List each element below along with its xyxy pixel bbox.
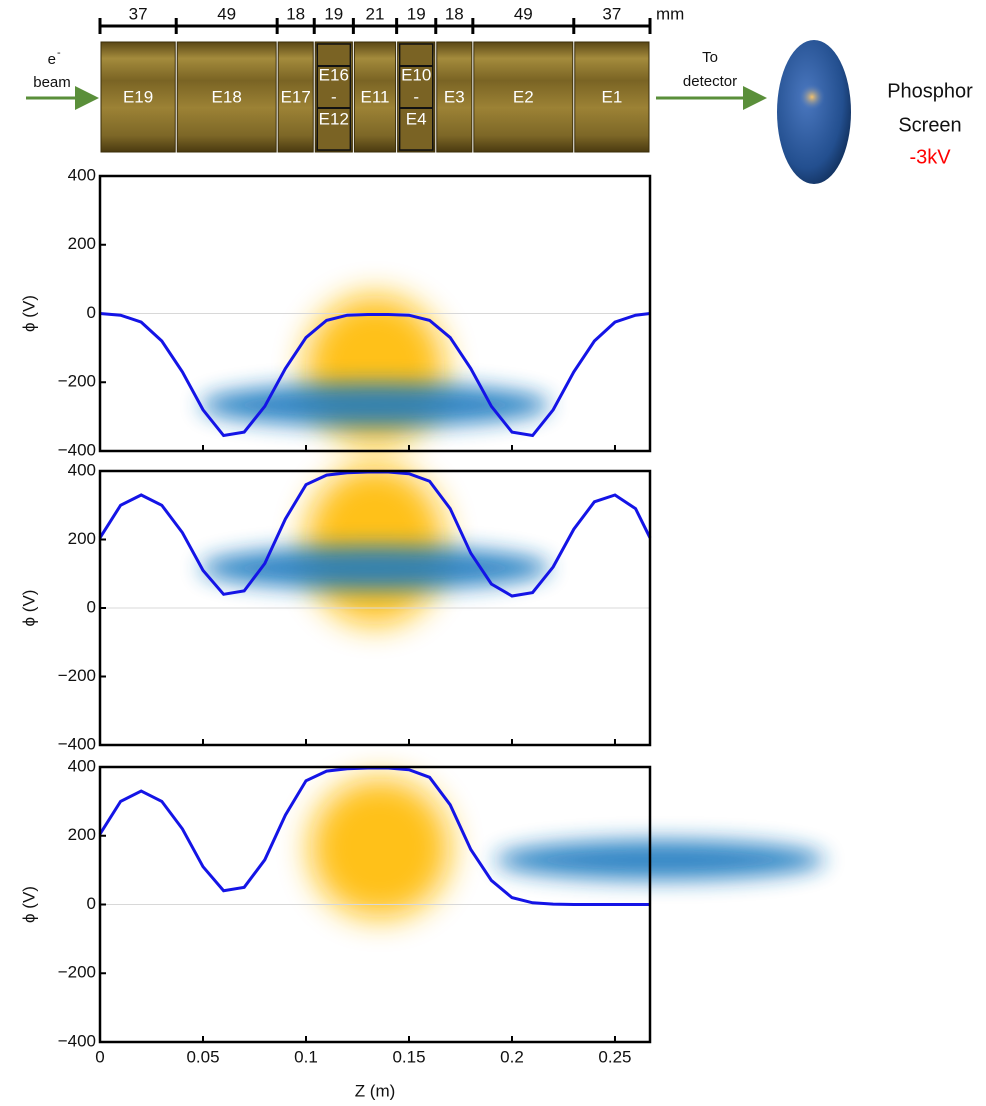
electrode (473, 41, 574, 153)
electrode (353, 41, 397, 153)
electrode-label: E19 (123, 87, 153, 106)
electrode (100, 41, 176, 153)
segment-length: 49 (514, 4, 533, 23)
cloud-illustrations (200, 295, 825, 918)
electrode-label: E16 (319, 65, 349, 84)
screen-label: Screen (898, 114, 961, 136)
electrode-label: E1 (601, 87, 622, 106)
x-tick-label: 0 (95, 1047, 104, 1066)
x-tick-label: 0.25 (598, 1047, 631, 1066)
potential-curve (99, 312, 651, 438)
plot-frame (98, 174, 652, 453)
electrode-label: E17 (281, 87, 311, 106)
y-tick-label: 200 (68, 825, 96, 844)
beam-label: e (48, 51, 56, 68)
electrode-label: E12 (319, 109, 349, 128)
x-tick-label: 0.05 (186, 1047, 219, 1066)
segment-length: 37 (602, 4, 621, 23)
y-tick-label: 200 (68, 529, 96, 548)
electrode-label: E10 (401, 65, 431, 84)
y-tick-label: 0 (87, 894, 96, 913)
x-tick-label: 0.1 (294, 1047, 318, 1066)
y-tick-label: −200 (58, 372, 96, 391)
y-tick-label: 400 (68, 756, 96, 775)
electrode-label: - (413, 87, 419, 106)
segment-length: 19 (324, 4, 343, 23)
y-axis-label: ϕ (V) (19, 886, 38, 923)
electron-cloud (200, 383, 550, 427)
electrode-segments (398, 43, 434, 151)
y-tick-label: −400 (58, 440, 96, 459)
segment-length: 18 (445, 4, 464, 23)
y-tick-label: −200 (58, 963, 96, 982)
x-axis-label: Z (m) (355, 1081, 396, 1100)
y-tick-label: 200 (68, 234, 96, 253)
x-tick-label: 0.15 (392, 1047, 425, 1066)
y-tick-label: 400 (68, 460, 96, 479)
unit-label: mm (656, 4, 684, 23)
charts: −400 −200 0 200 400 ϕ (V) −400 −200 0 200 400 ϕ (V)… (19, 165, 652, 1100)
y-axis-label: ϕ (V) (19, 295, 38, 332)
electrode (176, 41, 277, 153)
y-axis-label: ϕ (V) (19, 590, 38, 627)
y-tick-label: 0 (87, 303, 96, 322)
electrode (574, 41, 650, 153)
detector-label: detector (683, 73, 737, 90)
segment-length: 18 (286, 4, 305, 23)
y-tick-label: −400 (58, 734, 96, 753)
electrode-label: E11 (361, 87, 390, 106)
ion-cloud (310, 778, 450, 918)
electrode (277, 41, 314, 153)
electrode-label: E2 (513, 87, 534, 106)
y-tick-label: 400 (68, 165, 96, 184)
screen-spot (799, 84, 825, 110)
electron-cloud (200, 546, 550, 590)
apparatus-diagram: 37 E19 49 E18 18 E17 19 E16 - E12 21 E11 19 E10 - E4 18 E… (26, 4, 973, 184)
segment-length: 49 (217, 4, 236, 23)
plot-frame (98, 765, 652, 1044)
ion-cloud (305, 465, 445, 625)
plot-frame (98, 469, 652, 747)
electrode-label: E4 (406, 109, 427, 128)
segment-length: 19 (407, 4, 426, 23)
beam-label: beam (33, 74, 71, 91)
y-tick-label: 0 (87, 597, 96, 616)
screen-label: Phosphor (887, 80, 973, 102)
beam-symbol: e (48, 51, 56, 68)
detector-label: To (702, 49, 718, 66)
electrode-segments (316, 43, 352, 151)
electrode-label: E18 (212, 87, 242, 106)
electrode-label: E3 (444, 87, 465, 106)
y-tick-label: −400 (58, 1031, 96, 1050)
electron-cloud (495, 840, 825, 880)
electrode-label: - (331, 87, 337, 106)
x-tick-label: 0.2 (500, 1047, 524, 1066)
y-tick-label: −200 (58, 666, 96, 685)
phosphor-screen (777, 40, 851, 184)
beam-sup: - (57, 47, 61, 59)
electrode (436, 41, 473, 153)
segment-length: 21 (366, 4, 385, 23)
segment-length: 37 (129, 4, 148, 23)
screen-voltage: -3kV (909, 146, 951, 168)
